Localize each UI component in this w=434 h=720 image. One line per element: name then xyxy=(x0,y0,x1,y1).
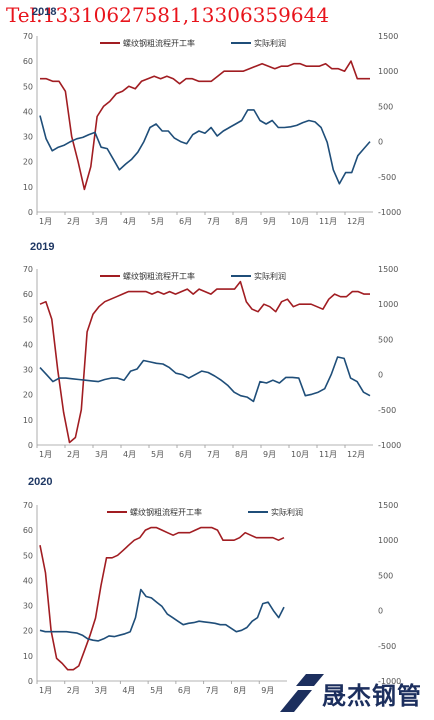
right-tick-label: 1000 xyxy=(378,536,398,545)
x-tick-label: 8月 xyxy=(235,217,248,226)
left-tick-label: 0 xyxy=(28,208,33,217)
series-line-actual-profit xyxy=(39,588,285,642)
left-tick-label: 0 xyxy=(28,441,33,450)
x-tick-label: 8月 xyxy=(235,450,248,459)
x-tick-label: 2月 xyxy=(67,450,80,459)
year-label-2018: 2018 xyxy=(32,6,57,18)
left-tick-label: 50 xyxy=(23,315,33,324)
x-tick-label: 11月 xyxy=(319,217,337,226)
left-tick-label: 40 xyxy=(23,340,33,349)
right-tick-label: 1500 xyxy=(378,265,398,274)
x-tick-label: 12月 xyxy=(347,217,365,226)
left-tick-label: 60 xyxy=(23,290,33,299)
x-tick-label: 3月 xyxy=(95,686,108,695)
x-tick-label: 6月 xyxy=(179,450,192,459)
right-tick-label: 0 xyxy=(378,607,383,616)
brand-logo-icon xyxy=(280,674,324,712)
x-tick-label: 4月 xyxy=(123,450,136,459)
left-tick-label: 70 xyxy=(23,501,33,510)
legend-label: 实际利润 xyxy=(271,507,303,517)
x-tick-label: 6月 xyxy=(178,686,191,695)
right-tick-label: -1000 xyxy=(378,441,401,450)
left-tick-label: 10 xyxy=(23,652,33,661)
brand-name: 晟杰钢管 xyxy=(322,682,422,710)
series-line-actual-profit xyxy=(39,109,371,185)
legend-label: 螺纹钢粗流程开工率 xyxy=(123,271,195,281)
left-tick-label: 60 xyxy=(23,57,33,66)
right-tick-label: -1000 xyxy=(378,208,401,217)
x-tick-label: 5月 xyxy=(150,686,163,695)
left-tick-label: 20 xyxy=(23,627,33,636)
x-tick-label: 4月 xyxy=(123,217,136,226)
legend-label: 实际利润 xyxy=(254,271,286,281)
left-tick-label: 50 xyxy=(23,82,33,91)
x-tick-label: 10月 xyxy=(291,450,309,459)
left-tick-label: 30 xyxy=(23,366,33,375)
left-tick-label: 0 xyxy=(28,677,33,686)
year-label-2019: 2019 xyxy=(30,241,55,253)
left-tick-label: 20 xyxy=(23,391,33,400)
x-tick-label: 5月 xyxy=(151,450,164,459)
x-tick-label: 1月 xyxy=(39,686,52,695)
right-tick-label: -500 xyxy=(378,173,396,182)
x-tick-label: 9月 xyxy=(263,450,276,459)
left-tick-label: 10 xyxy=(23,183,33,192)
series-line-actual-profit xyxy=(39,356,371,403)
x-tick-label: 1月 xyxy=(39,450,52,459)
right-tick-label: 500 xyxy=(378,335,393,344)
series-line-operating-rate xyxy=(39,280,370,444)
phone-numbers: Tel:13310627581,13306359644 xyxy=(6,3,330,27)
right-tick-label: -500 xyxy=(378,406,396,415)
x-tick-label: 7月 xyxy=(207,217,220,226)
right-tick-label: -500 xyxy=(378,642,396,651)
left-tick-label: 70 xyxy=(23,32,33,41)
left-tick-label: 40 xyxy=(23,107,33,116)
legend-label: 螺纹钢粗流程开工率 xyxy=(123,38,195,48)
x-tick-label: 9月 xyxy=(263,217,276,226)
series-line-operating-rate xyxy=(40,60,370,191)
right-tick-label: 0 xyxy=(378,138,383,147)
right-tick-label: 1500 xyxy=(378,32,398,41)
x-tick-label: 10月 xyxy=(291,217,309,226)
left-tick-label: 20 xyxy=(23,158,33,167)
left-tick-label: 30 xyxy=(23,133,33,142)
x-tick-label: 8月 xyxy=(233,686,246,695)
legend-label: 螺纹钢粗流程开工率 xyxy=(130,507,202,517)
right-tick-label: 1500 xyxy=(378,501,398,510)
legend-label: 实际利润 xyxy=(254,38,286,48)
right-tick-label: 500 xyxy=(378,571,393,580)
right-tick-label: 0 xyxy=(378,371,383,380)
series-line-operating-rate xyxy=(39,526,285,671)
x-tick-label: 2月 xyxy=(67,686,80,695)
x-tick-label: 4月 xyxy=(122,686,135,695)
right-tick-label: 1000 xyxy=(378,300,398,309)
x-tick-label: 7月 xyxy=(207,450,220,459)
x-tick-label: 2月 xyxy=(67,217,80,226)
right-tick-label: 1000 xyxy=(378,67,398,76)
left-tick-label: 60 xyxy=(23,526,33,535)
left-tick-label: 50 xyxy=(23,551,33,560)
year-label-2020: 2020 xyxy=(28,476,53,488)
left-tick-label: 70 xyxy=(23,265,33,274)
x-tick-label: 3月 xyxy=(95,217,108,226)
left-tick-label: 40 xyxy=(23,576,33,585)
x-tick-label: 7月 xyxy=(206,686,219,695)
right-tick-label: 500 xyxy=(378,102,393,111)
right-tick-label: -1000 xyxy=(378,677,401,686)
left-tick-label: 30 xyxy=(23,602,33,611)
x-tick-label: 11月 xyxy=(319,450,337,459)
x-tick-label: 12月 xyxy=(347,450,365,459)
left-tick-label: 10 xyxy=(23,416,33,425)
x-tick-label: 1月 xyxy=(39,217,52,226)
x-tick-label: 5月 xyxy=(151,217,164,226)
x-tick-label: 6月 xyxy=(179,217,192,226)
x-tick-label: 9月 xyxy=(261,686,274,695)
x-tick-label: 3月 xyxy=(95,450,108,459)
